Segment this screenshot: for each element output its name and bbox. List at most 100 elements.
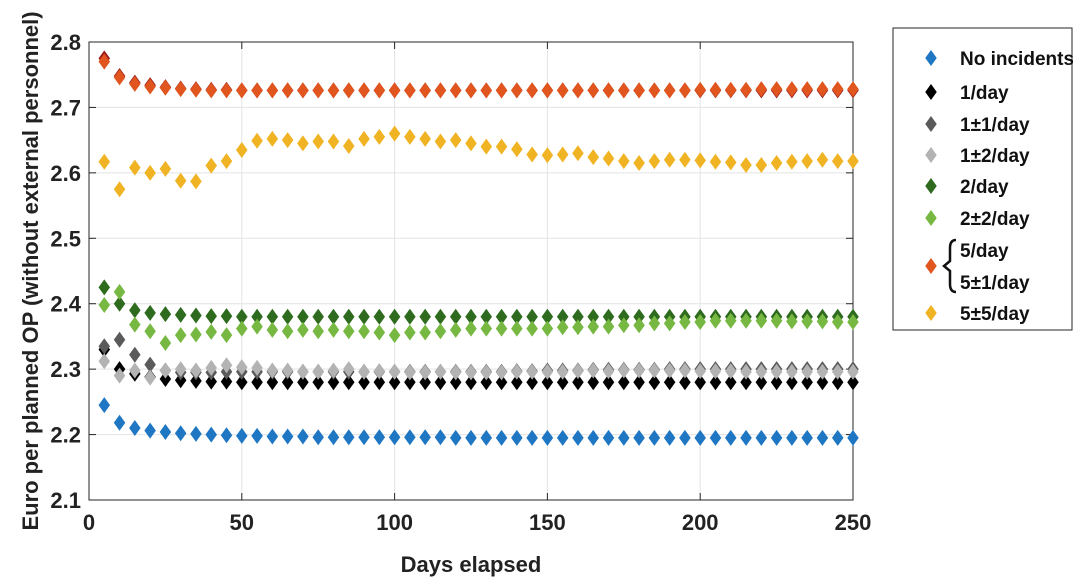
data-point-series-5 (98, 297, 111, 314)
legend-marker (925, 147, 937, 163)
data-point-series-7 (465, 82, 477, 99)
data-point-series-3 (236, 359, 248, 376)
data-point-series-8 (220, 153, 233, 170)
data-point-series-8 (679, 151, 691, 168)
data-point-series-1 (694, 374, 706, 391)
data-point-series-0 (465, 429, 477, 446)
data-point-series-5 (343, 323, 355, 340)
data-point-series-5 (144, 323, 156, 340)
data-point-series-1 (236, 374, 248, 391)
x-tick-label: 200 (682, 510, 719, 535)
data-point-series-5 (358, 323, 370, 340)
data-point-series-0 (343, 429, 355, 446)
data-point-series-1 (281, 374, 294, 391)
data-point-series-3 (556, 363, 569, 380)
data-point-series-3 (541, 363, 554, 380)
data-point-series-1 (358, 374, 370, 391)
data-point-series-3 (297, 363, 309, 380)
y-tick-label: 2.6 (50, 161, 81, 186)
data-point-series-7 (190, 81, 202, 98)
data-point-series-4 (511, 308, 523, 325)
data-point-series-4 (281, 308, 294, 325)
data-point-series-3 (663, 362, 676, 379)
data-point-series-0 (220, 427, 233, 444)
data-point-series-7 (113, 69, 126, 86)
data-point-series-1 (770, 374, 783, 391)
data-point-series-3 (694, 363, 706, 380)
data-point-series-4 (144, 304, 156, 321)
data-point-series-1 (572, 374, 584, 391)
data-point-series-5 (770, 312, 783, 329)
data-point-series-5 (648, 315, 661, 332)
data-point-series-4 (190, 307, 202, 324)
data-point-series-7 (159, 79, 172, 96)
y-tick-label: 2.1 (50, 488, 81, 513)
legend-label: 1±2/day (960, 146, 1030, 167)
data-point-series-5 (312, 323, 324, 340)
data-point-series-1 (205, 373, 217, 390)
data-point-series-0 (404, 429, 416, 446)
data-point-series-4 (343, 308, 355, 325)
data-point-series-8 (541, 147, 554, 164)
data-point-series-7 (236, 82, 248, 99)
data-point-series-7 (725, 81, 737, 98)
legend-box (892, 27, 1073, 331)
data-point-series-7 (266, 82, 279, 99)
data-point-series-5 (694, 314, 706, 331)
data-point-series-8 (465, 135, 477, 152)
data-point-series-7 (526, 82, 538, 99)
data-point-series-3 (709, 363, 722, 380)
data-point-series-1 (648, 374, 661, 391)
data-point-series-1 (831, 374, 844, 391)
data-point-series-1 (190, 372, 202, 389)
data-point-series-3 (113, 367, 126, 384)
data-point-series-8 (190, 173, 202, 190)
data-point-series-7 (831, 81, 844, 98)
data-point-series-0 (556, 429, 569, 446)
data-point-series-8 (388, 125, 401, 142)
data-point-series-3 (343, 361, 355, 378)
data-point-series-4 (251, 308, 263, 325)
data-point-series-3 (740, 363, 752, 380)
data-point-series-5 (281, 323, 294, 340)
data-point-series-3 (587, 362, 599, 379)
data-point-series-3 (205, 359, 217, 376)
data-point-series-1 (297, 374, 309, 391)
data-point-series-0 (98, 397, 111, 414)
data-point-series-0 (190, 425, 202, 442)
data-point-series-4 (205, 308, 217, 325)
data-point-series-3 (679, 362, 691, 379)
data-point-series-8 (648, 153, 661, 170)
data-point-series-0 (831, 429, 844, 446)
data-point-series-4 (602, 308, 615, 325)
y-tick-label: 2.3 (50, 357, 81, 382)
data-point-series-3 (159, 362, 172, 379)
data-point-series-0 (159, 423, 172, 440)
data-point-series-3 (847, 363, 859, 380)
data-point-series-7 (129, 75, 141, 92)
data-point-series-5 (251, 318, 263, 335)
data-point-series-8 (113, 181, 126, 198)
data-point-series-3 (648, 362, 661, 379)
data-point-series-0 (663, 429, 676, 446)
data-point-series-8 (495, 138, 508, 155)
data-point-series-4 (236, 308, 248, 325)
data-point-series-3 (358, 363, 370, 380)
data-point-series-4 (388, 308, 401, 325)
data-point-series-4 (159, 306, 172, 323)
data-point-series-5 (297, 321, 309, 338)
data-point-series-5 (572, 319, 584, 336)
data-point-series-7 (801, 81, 813, 98)
data-point-series-1 (404, 374, 416, 391)
data-point-series-5 (159, 334, 172, 351)
data-point-series-1 (587, 374, 599, 391)
data-point-series-5 (526, 320, 538, 337)
data-point-series-4 (480, 308, 493, 325)
data-point-series-5 (129, 316, 141, 333)
data-point-series-5 (220, 327, 233, 344)
x-axis-label: Days elapsed (401, 552, 542, 577)
data-point-series-1 (679, 374, 691, 391)
data-point-series-7 (694, 81, 706, 98)
data-point-series-5 (190, 326, 202, 343)
